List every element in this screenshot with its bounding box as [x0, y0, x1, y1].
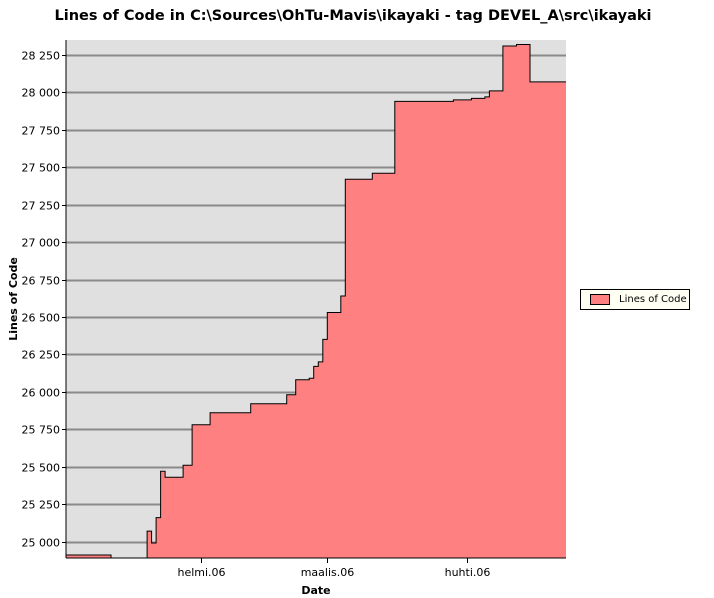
y-tick-label: 26 500: [22, 312, 61, 325]
y-axis-ticks: 25 000 25 250 25 500 25 750 26 000 26 250 26 5…: [22, 50, 66, 550]
legend-swatch: [590, 294, 610, 305]
x-tick-label: helmi.06: [177, 566, 225, 579]
y-axis-title: Lines of Code: [7, 257, 20, 341]
legend-label: Lines of Code: [619, 294, 687, 305]
x-tick-label: maalis.06: [301, 566, 355, 579]
chart-title: Lines of Code in C:\Sources\OhTu-Mavis\i…: [54, 8, 652, 24]
x-axis-ticks: helmi.06 maalis.06 huhti.06: [177, 558, 490, 579]
y-tick-label: 25 750: [22, 424, 61, 437]
x-tick-label: huhti.06: [445, 566, 491, 579]
y-tick-label: 26 000: [22, 387, 61, 400]
y-tick-label: 25 000: [22, 537, 61, 550]
series-area: [66, 44, 566, 558]
legend: Lines of Code: [580, 289, 690, 310]
y-tick-label: 25 250: [22, 499, 61, 512]
y-tick-label: 25 500: [22, 462, 61, 475]
x-axis-title: Date: [301, 584, 330, 597]
series-line: [65, 44, 566, 559]
y-tick-label: 27 500: [22, 162, 61, 175]
y-tick-label: 27 750: [22, 125, 61, 138]
y-tick-label: 26 250: [22, 349, 61, 362]
y-tick-label: 28 000: [22, 87, 61, 100]
series-layer: [65, 44, 566, 559]
y-tick-label: 27 000: [22, 237, 61, 250]
y-tick-label: 26 750: [22, 275, 61, 288]
y-tick-label: 28 250: [22, 50, 61, 63]
y-tick-label: 27 250: [22, 200, 61, 213]
